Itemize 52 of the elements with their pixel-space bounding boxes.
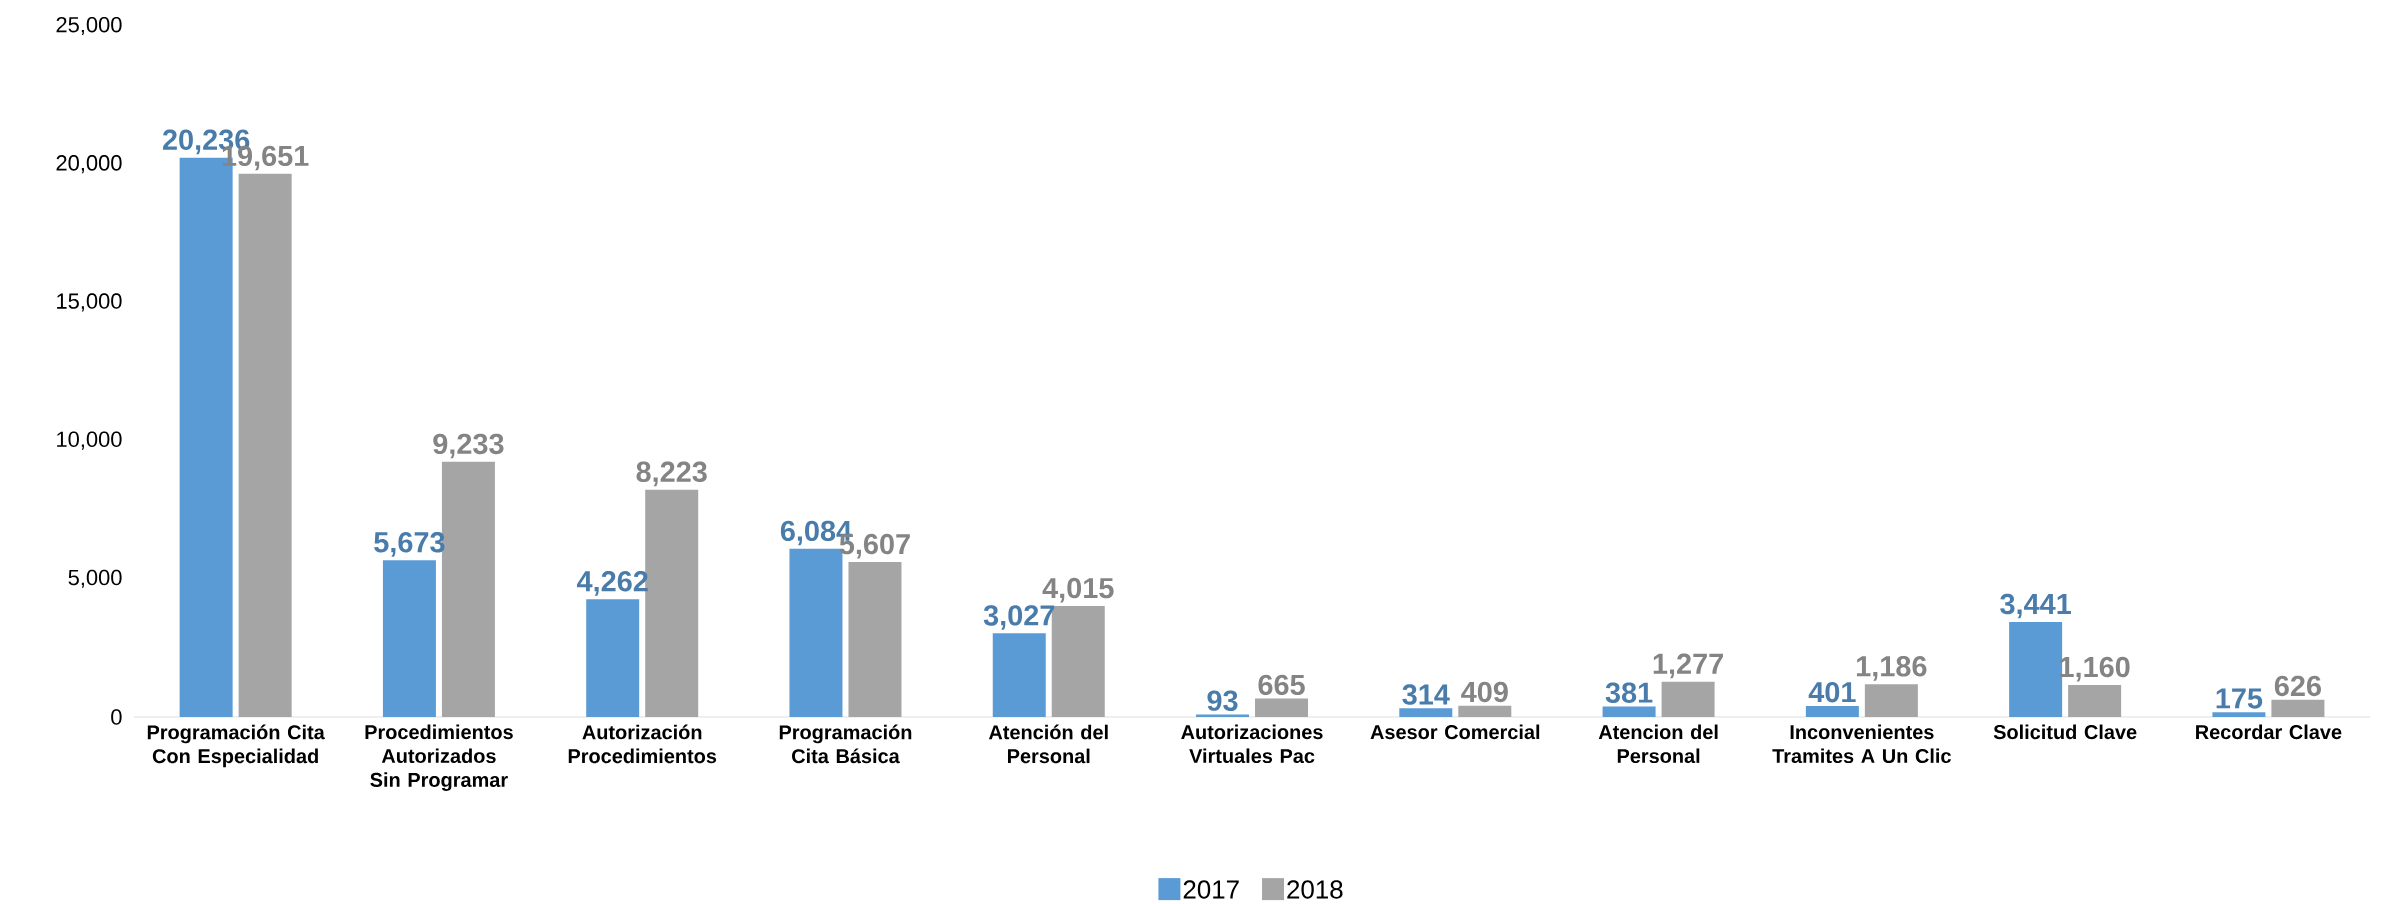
bar — [992, 633, 1046, 718]
data-label: 665 — [1258, 674, 1305, 696]
x-tick-label: Solicitud Clave — [1993, 724, 2137, 740]
x-tick-label: Asesor Comercial — [1370, 724, 1540, 740]
data-label: 381 — [1605, 682, 1653, 703]
data-label: 3,027 — [983, 605, 1055, 630]
legend-label: 2017 — [1183, 880, 1239, 899]
legend-label: 2018 — [1287, 880, 1343, 899]
data-label: 626 — [2274, 675, 2321, 697]
y-tick-label: 25,000 — [56, 16, 122, 36]
bar — [1661, 681, 1715, 718]
data-label: 314 — [1402, 684, 1450, 705]
data-label: 5,673 — [374, 532, 445, 557]
x-tick-label: Inconvenientes Tramites A Un Clic — [1772, 724, 1951, 764]
bar — [2271, 699, 2325, 718]
bar — [2068, 684, 2122, 718]
data-label: 9,233 — [433, 433, 504, 459]
x-tick-label: Autorizaciones Virtuales Pac — [1181, 724, 1323, 764]
x-tick-label: Programación Cita Con Especialidad — [147, 724, 325, 768]
x-tick-label: Atención del Personal — [988, 724, 1108, 764]
bar — [1864, 684, 1918, 718]
y-tick-label: 5,000 — [68, 569, 122, 588]
bar — [2212, 712, 2266, 718]
x-tick-label: Atencion del Personal — [1598, 724, 1718, 764]
x-tick-label: Procedimientos Autorizados Sin Programar — [365, 724, 513, 792]
data-label: 8,223 — [636, 461, 707, 487]
bar — [1458, 705, 1512, 718]
bar — [1602, 706, 1656, 718]
y-tick-label: 20,000 — [56, 155, 122, 174]
bar — [1399, 708, 1453, 718]
y-tick-label: 0 — [111, 709, 122, 725]
data-label: 3,441 — [2000, 593, 2071, 619]
bar — [1196, 714, 1250, 718]
bar — [382, 560, 436, 718]
data-label: 401 — [1808, 681, 1856, 703]
bar — [238, 173, 292, 718]
data-label: 4,262 — [576, 571, 648, 596]
bar — [1255, 698, 1309, 718]
x-tick-label: Programación Cita Básica — [779, 724, 912, 764]
data-label: 1,277 — [1653, 653, 1723, 679]
data-label: 1,186 — [1857, 656, 1927, 681]
x-tick-label: Recordar Clave — [2196, 724, 2342, 740]
data-label: 4,015 — [1042, 577, 1114, 603]
y-tick-label: 10,000 — [57, 431, 122, 450]
bar — [848, 562, 902, 718]
bar — [586, 599, 640, 718]
data-label: 93 — [1207, 690, 1238, 711]
x-tick-label: Autorización Procedimientos — [568, 724, 717, 764]
bar — [1805, 705, 1859, 718]
data-label: 175 — [2216, 688, 2263, 709]
y-tick-label: 15,000 — [57, 293, 122, 312]
data-label: 409 — [1461, 681, 1508, 703]
